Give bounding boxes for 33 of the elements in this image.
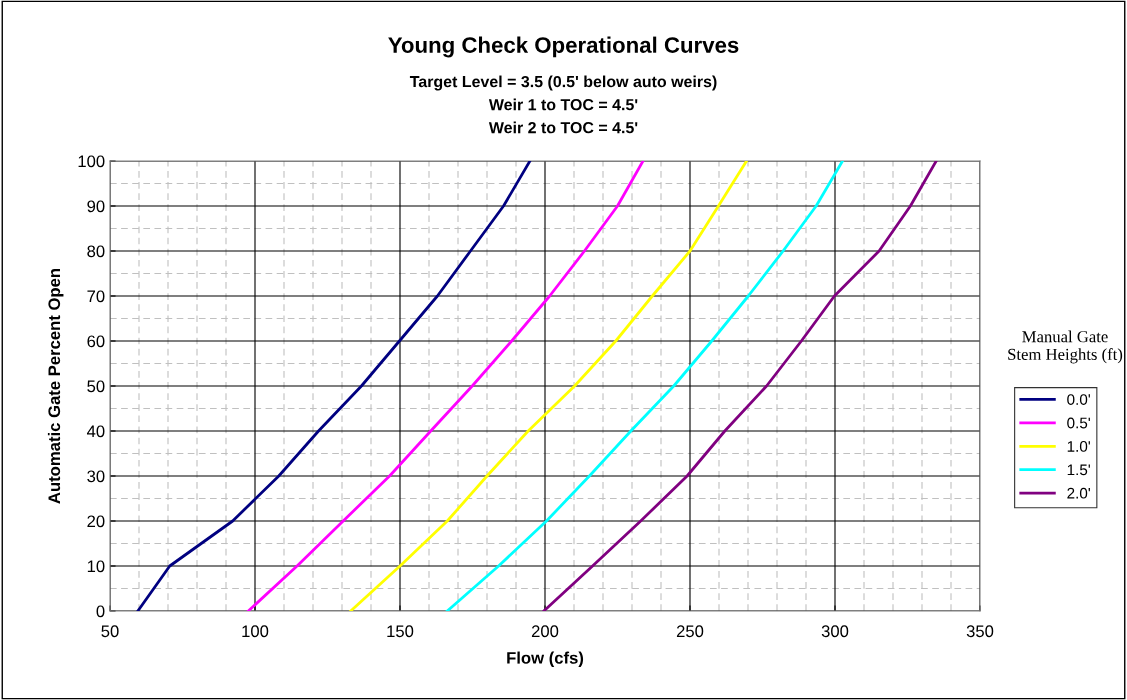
x-tick-label: 300 — [821, 625, 849, 638]
y-tick-label: 80 — [87, 245, 105, 258]
x-axis-title: Flow (cfs) — [507, 651, 584, 668]
x-tick-label: 250 — [676, 625, 704, 638]
y-tick-label: 90 — [87, 200, 105, 213]
x-tick-label: 350 — [966, 625, 994, 638]
y-tick-label: 50 — [87, 380, 105, 393]
x-tick-label: 100 — [242, 625, 269, 638]
line-series — [136, 161, 532, 611]
y-axis-title: Automatic Gate Percent Open — [47, 268, 64, 504]
x-tick-label: 200 — [531, 625, 559, 638]
y-tick-label: 10 — [87, 560, 105, 573]
y-tick-label: 20 — [87, 515, 105, 528]
legend-label: 2.0' — [1067, 487, 1090, 499]
legend-title: Manual Gate Stem Heights (ft) — [1008, 330, 1123, 364]
x-tick-label: 150 — [387, 625, 414, 638]
chart-subtitle: Target Level = 3.5 (0.5' below auto weirs) Weir 1 to TOC = 4.5' Weir 2 to TOC = 4.5' — [409, 75, 717, 134]
legend-label: 0.0' — [1067, 394, 1090, 405]
line-series — [542, 161, 938, 611]
legend-label: 1.5' — [1067, 464, 1090, 476]
y-tick-label: 40 — [86, 425, 105, 438]
legend-label: 1.0' — [1067, 440, 1090, 452]
y-tick-label: 100 — [78, 155, 105, 168]
line-series — [246, 161, 645, 611]
chart-title: Young Check Operational Curves — [388, 36, 739, 58]
y-tick-label: 0 — [96, 605, 105, 618]
y-tick-label: 70 — [87, 290, 105, 303]
line-series — [445, 161, 844, 611]
y-tick-label: 60 — [87, 335, 105, 348]
x-tick-label: 50 — [101, 625, 119, 638]
line-series — [349, 161, 748, 611]
legend-label: 0.5' — [1067, 417, 1090, 429]
y-tick-label: 30 — [87, 470, 105, 483]
